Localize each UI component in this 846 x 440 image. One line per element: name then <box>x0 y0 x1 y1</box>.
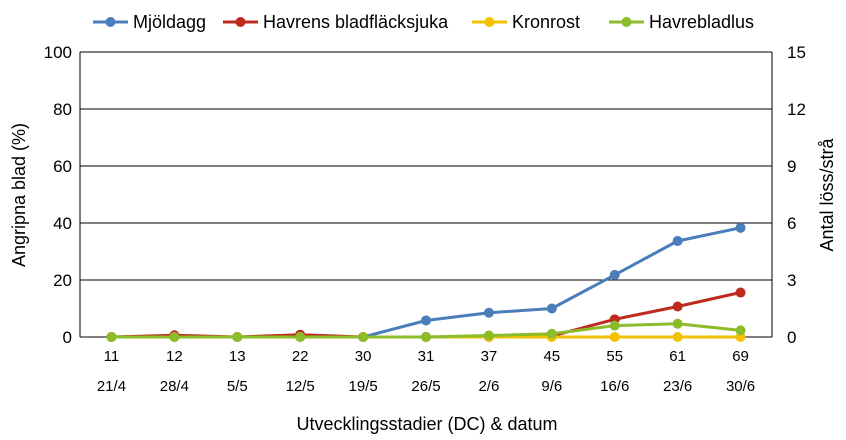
legend-swatch-marker <box>235 17 246 27</box>
x-tick-label-dc: 13 <box>229 348 246 365</box>
data-point <box>483 307 494 318</box>
y-tick-label: 0 <box>63 328 72 347</box>
data-point <box>483 330 494 341</box>
x-tick-label-date: 30/6 <box>726 378 755 395</box>
series-3 <box>106 318 746 342</box>
x-tick-label-date: 2/6 <box>478 378 499 395</box>
x-tick-label-date: 26/5 <box>411 378 440 395</box>
data-point <box>609 332 620 342</box>
x-tick-label-dc: 61 <box>669 348 686 365</box>
data-point <box>295 332 306 342</box>
data-point <box>735 287 746 298</box>
legend-swatch-marker <box>105 17 116 27</box>
x-tick-label-dc: 69 <box>732 348 749 365</box>
data-point <box>232 332 243 342</box>
x-tick-label-date: 28/4 <box>160 378 189 395</box>
legend-item: Kronrost <box>472 12 580 32</box>
legend-swatch-marker <box>621 17 632 27</box>
legend-item: Havrens bladfläcksjuka <box>223 12 449 32</box>
data-point <box>358 332 369 342</box>
legend-label: Mjöldagg <box>133 12 206 32</box>
y-axis-label: Angripna blad (%) <box>9 123 29 267</box>
x-axis-label: Utvecklingsstadier (DC) & datum <box>296 414 557 434</box>
x-tick-label-dc: 12 <box>166 348 183 365</box>
axes: 020406080100036912151121/41228/4135/5221… <box>44 43 806 395</box>
data-point <box>672 332 683 342</box>
data-point <box>672 301 683 312</box>
data-point <box>546 303 557 314</box>
data-point <box>106 332 117 342</box>
y2-tick-label: 3 <box>787 271 796 290</box>
legend-label: Kronrost <box>512 12 580 32</box>
y-tick-label: 20 <box>53 271 72 290</box>
data-point <box>421 332 431 342</box>
legend-item: Mjöldagg <box>93 12 206 32</box>
series-line <box>111 291 741 339</box>
x-tick-label-date: 12/5 <box>286 378 315 395</box>
legend-item: Havrebladlus <box>609 12 754 32</box>
x-tick-label-date: 23/6 <box>663 378 692 395</box>
y2-tick-label: 15 <box>787 43 806 62</box>
x-tick-label-dc: 30 <box>355 348 372 365</box>
x-tick-label-dc: 22 <box>292 348 309 365</box>
y-tick-label: 40 <box>53 214 72 233</box>
data-point <box>672 235 683 246</box>
x-tick-label-dc: 31 <box>418 348 435 365</box>
y-tick-label: 60 <box>53 157 72 176</box>
x-tick-label-date: 19/5 <box>348 378 377 395</box>
legend-label: Havrebladlus <box>649 12 754 32</box>
data-point <box>672 318 683 329</box>
legend-label: Havrens bladfläcksjuka <box>263 12 449 32</box>
x-tick-label-dc: 37 <box>481 348 498 365</box>
data-point <box>421 315 431 326</box>
data-point <box>735 325 746 336</box>
x-tick-label-date: 9/6 <box>541 378 562 395</box>
data-point <box>735 222 746 233</box>
data-point <box>609 269 620 280</box>
y-tick-label: 80 <box>53 100 72 119</box>
legend-swatch-marker <box>484 17 495 27</box>
y2-tick-label: 12 <box>787 100 806 119</box>
x-tick-label-dc: 45 <box>543 348 560 365</box>
y2-tick-label: 9 <box>787 157 796 176</box>
legend: Mjöldagg Havrens bladfläcksjuka Kronrost Ha… <box>93 12 754 32</box>
y2-axis-label: Antal löss/strå <box>817 137 837 251</box>
x-tick-label-date: 16/6 <box>600 378 629 395</box>
x-tick-label-dc: 11 <box>104 348 120 365</box>
data-point <box>609 320 620 331</box>
y-tick-label: 100 <box>44 43 72 62</box>
data-point <box>546 328 557 339</box>
y2-tick-label: 0 <box>787 328 796 347</box>
series-group <box>106 222 746 342</box>
x-tick-label-dc: 55 <box>606 348 623 365</box>
y2-tick-label: 6 <box>787 214 796 233</box>
x-tick-label-date: 5/5 <box>227 378 248 395</box>
x-tick-label-date: 21/4 <box>97 378 126 395</box>
gridlines <box>80 51 772 281</box>
data-point <box>169 332 180 342</box>
